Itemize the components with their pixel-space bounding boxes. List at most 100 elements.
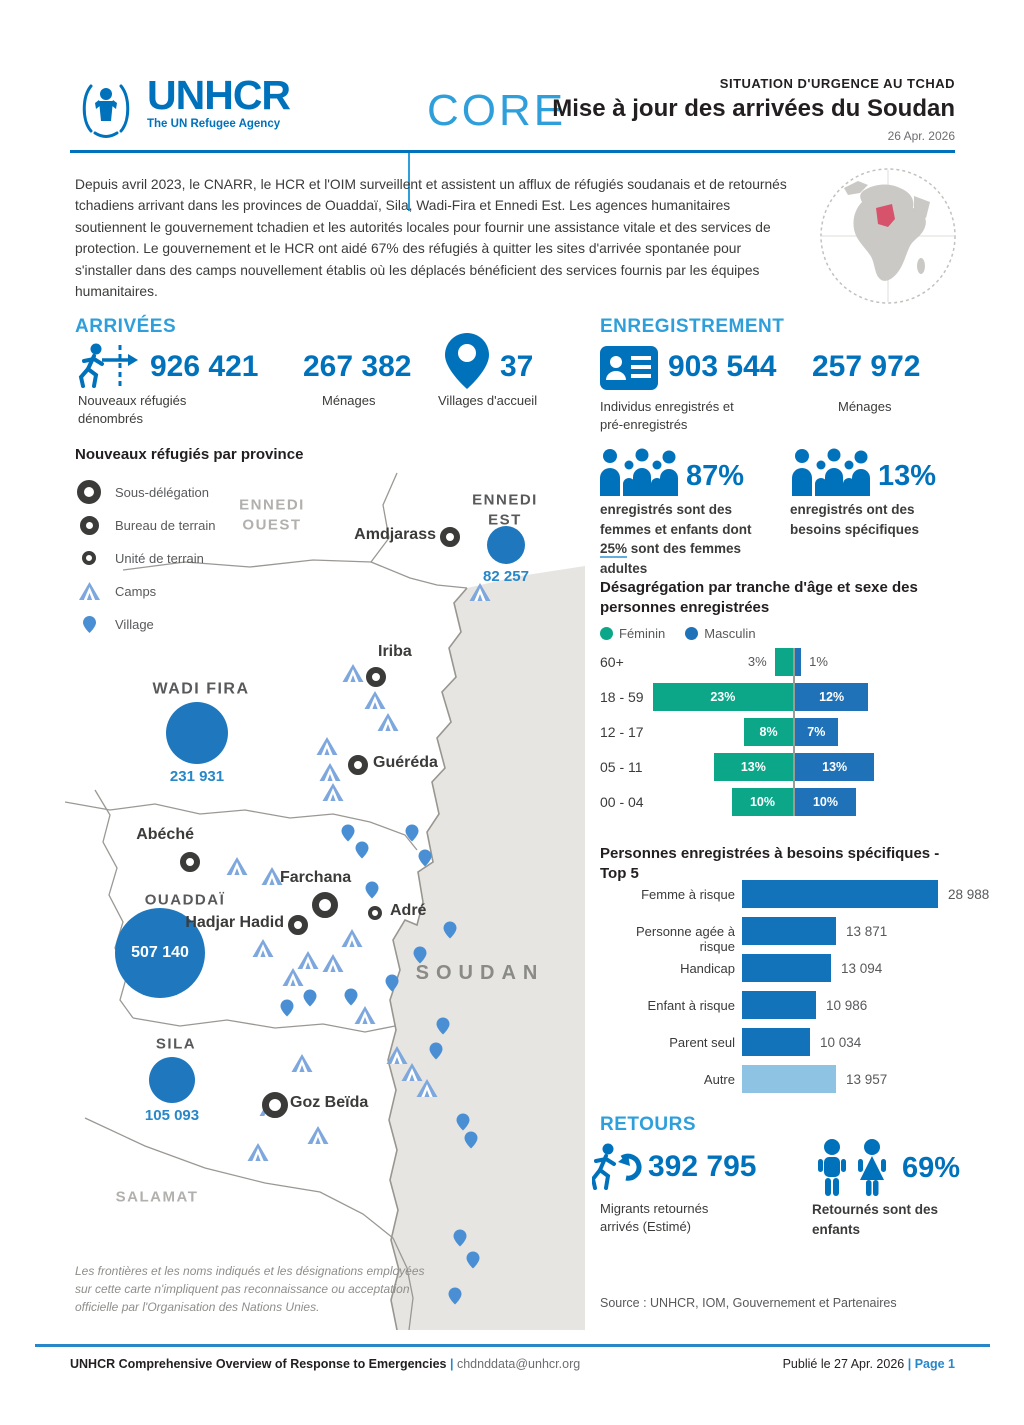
bar-value: 12% [819,690,845,704]
camp-icon [322,783,344,801]
camp-icon [307,1126,329,1144]
camp-icon [342,664,364,682]
village-pin-icon [443,921,457,939]
bar-value: 3% [747,654,767,669]
bar-value: 1% [809,654,828,669]
province-map: Sous-délégation Bureau de terrain Unité de… [65,470,585,1330]
map-legend-label: Sous-délégation [115,484,209,500]
camp-icon [377,713,399,731]
camp-icon [377,713,399,731]
camp-icon [75,582,103,600]
village-pin-icon [453,1229,467,1247]
unhcr-emblem-icon [82,84,130,138]
camp-icon [322,783,344,801]
province-circle-wadi-fira [166,702,228,764]
camp-icon [386,1046,408,1064]
core-wordmark: CORE [427,86,567,135]
top5-bar [742,880,938,908]
village-pin-icon [464,1131,478,1149]
camp-icon [416,1079,438,1097]
village-pin-icon [466,1251,480,1269]
pyramid-category-label: 12 - 17 [600,724,644,740]
camp-icon [291,1054,313,1072]
footer-email-link[interactable]: chdnddata@unhcr.org [456,1357,581,1371]
camp-icon [297,951,319,969]
pyramid-bar-feminin: 13% [713,753,793,781]
town-marker-goz-beida [262,1092,288,1118]
org-tagline: The UN Refugee Agency [147,118,281,130]
pct-women-children-value: 87% [686,460,745,492]
village-pin-icon [280,999,294,1017]
village-pin-icon [436,1017,450,1035]
town-label-iriba: Iriba [378,643,412,660]
children-icon [818,1139,886,1196]
pyramid-bar-masculin: 7% [795,718,838,746]
camp-icon [247,1143,269,1161]
region-label-salamat: SALAMAT [115,1188,199,1206]
province-circle-value-sila: 105 093 [144,1107,200,1124]
camp-icon [319,763,341,781]
bar-value: 23% [710,690,736,704]
province-circle-ennedi-est [487,526,525,564]
return-runner-icon [592,1143,642,1190]
logo-divider [408,153,410,211]
pyramid-bar-feminin: 10% [732,788,793,816]
village-pin-icon [303,989,317,1007]
bar-value: 10% [812,795,839,809]
camp-icon [297,951,319,969]
village-pin-icon [456,1113,470,1131]
org-name: UNHCR [147,72,291,118]
province-circle-sila [149,1057,195,1103]
top5-bar [742,1065,836,1093]
village-pin-icon [280,999,294,1017]
header-kicker: SITUATION D'URGENCE AU TCHAD [719,76,955,91]
camp-icon [252,939,274,957]
village-pin-icon [405,824,419,842]
bar-value: 8% [759,725,778,739]
pyramid-bar-masculin: 12% [795,683,869,711]
village-pin-icon [82,615,96,633]
province-circle-value-ennedi-est: 82 257 [483,568,529,585]
returnees-label: Migrants retournés arrivés (Estimé) [600,1201,709,1234]
top5-category-label: Parent seul [669,1035,735,1050]
province-circle-value-wadi-fira: 231 931 [169,768,225,785]
map-title: Nouveaux réfugiés par province [75,446,304,463]
province-circle-ouaddai [115,908,205,998]
pyramid-legend-féminin: Féminin [600,626,665,641]
village-pin-icon [448,1287,462,1305]
top5-category-label: Femme à risque [641,887,735,902]
camp-icon [261,867,283,885]
header-date: 26 Apr. 2026 [887,129,955,143]
village-pin-icon [365,881,379,899]
top5-bar-value: 13 094 [841,961,883,976]
top5-bar [742,917,836,945]
town-label-farchana: Farchana [280,869,352,886]
camp-icon [401,1063,423,1081]
camp-icon [469,583,491,601]
top5-bar-value: 13 957 [846,1072,888,1087]
sous-delegation-ring-icon [75,480,103,504]
region-label-ouaddai: OUADDAÏ [144,891,226,909]
village-pin-icon [303,989,317,1007]
top5-title: Personnes enregistrées à besoins spécifi… [600,845,940,882]
camp-icon [364,691,386,709]
region-label-ennedi-ouest: ENNEDI OUEST [239,496,305,534]
top5-category-label: Enfant à risque [647,998,735,1013]
town-marker-amdjarass [440,527,460,547]
village-pin-icon [413,946,427,964]
camp-icon [307,1126,329,1144]
arrivals-villages-value: 37 [500,350,534,383]
arrivals-households-value: 267 382 [303,350,412,383]
footer-right: Publié le 27 Apr. 2026 | Page 1 [783,1357,955,1371]
pyramid-category-label: 00 - 04 [600,794,644,810]
camp-icon [261,867,283,885]
town-label-guereda: Guéréda [373,754,438,771]
town-marker-iriba [366,667,386,687]
bar-value: 7% [807,725,826,739]
town-label-hadjar-hadid: Hadjar Hadid [185,914,284,931]
camp-icon [226,857,248,875]
map-legend-item-bureau-de-terrain: Bureau de terrain [75,513,215,537]
camp-icon [341,929,363,947]
arrivals-refugees-label: Nouveaux réfugiés dénombrés [78,393,187,426]
